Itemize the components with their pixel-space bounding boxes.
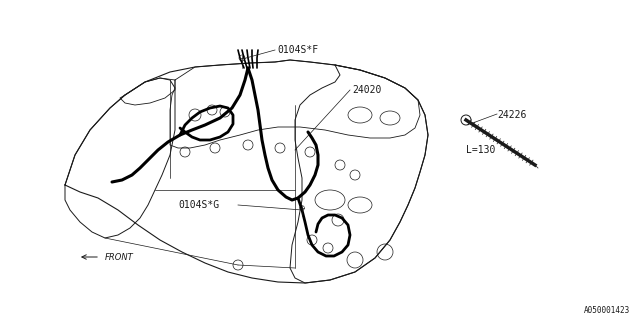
Text: 0104S*G: 0104S*G bbox=[178, 200, 219, 210]
Text: 24020: 24020 bbox=[352, 85, 381, 95]
Text: 0104S*F: 0104S*F bbox=[277, 45, 318, 55]
Text: L=130: L=130 bbox=[466, 145, 495, 155]
Text: FRONT: FRONT bbox=[105, 252, 134, 261]
Text: A050001423: A050001423 bbox=[584, 306, 630, 315]
Text: 24226: 24226 bbox=[497, 110, 526, 120]
